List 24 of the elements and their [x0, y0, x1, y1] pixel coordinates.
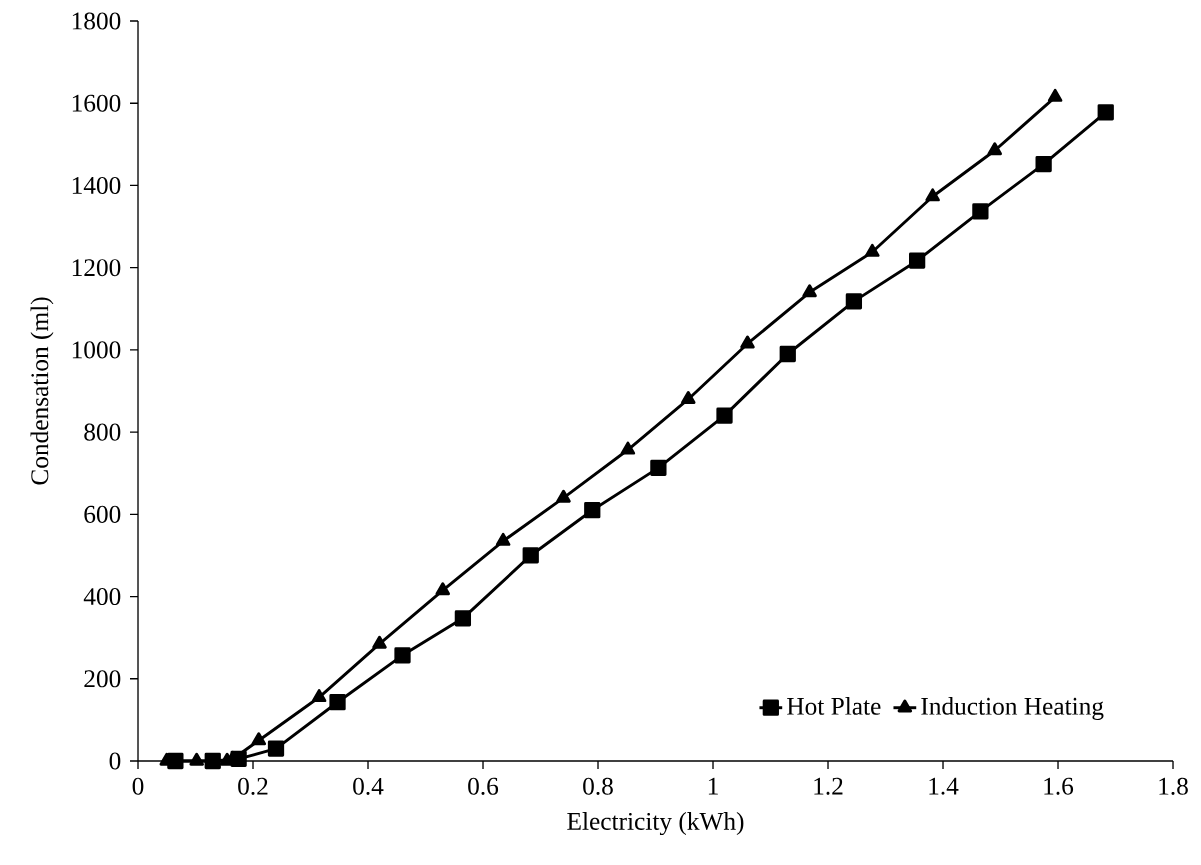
- x-tick-label: 1.4: [929, 777, 959, 795]
- x-tick-label: 1: [708, 777, 718, 795]
- y-tick-label: 1200: [72, 259, 121, 277]
- y-axis-title: Condensation (ml): [30, 297, 54, 485]
- y-tick-label: 0: [109, 752, 121, 770]
- x-tick-label: 1.2: [814, 777, 843, 795]
- legend-label: Induction Heating: [921, 697, 1104, 721]
- x-tick-label: 0: [132, 777, 144, 795]
- x-tick-label: 1.8: [1159, 777, 1188, 795]
- y-tick-label: 1800: [72, 12, 121, 30]
- x-axis-title: Electricity (kWh): [567, 812, 744, 836]
- y-tick-label: 1600: [72, 94, 121, 112]
- y-tick-label: 600: [84, 505, 121, 523]
- x-tick-label: 0.6: [468, 777, 499, 795]
- legend-label: Hot Plate: [787, 697, 881, 715]
- y-tick-label: 1000: [72, 341, 121, 359]
- y-tick-label: 200: [84, 670, 121, 688]
- x-tick-label: 1.6: [1044, 777, 1074, 795]
- x-tick-label: 0.4: [353, 777, 384, 795]
- y-tick-label: 800: [84, 423, 121, 441]
- x-tick-label: 0.8: [583, 777, 613, 795]
- x-tick-label: 0.2: [238, 777, 268, 795]
- y-tick-label: 1400: [72, 176, 121, 194]
- y-tick-label: 400: [83, 588, 121, 606]
